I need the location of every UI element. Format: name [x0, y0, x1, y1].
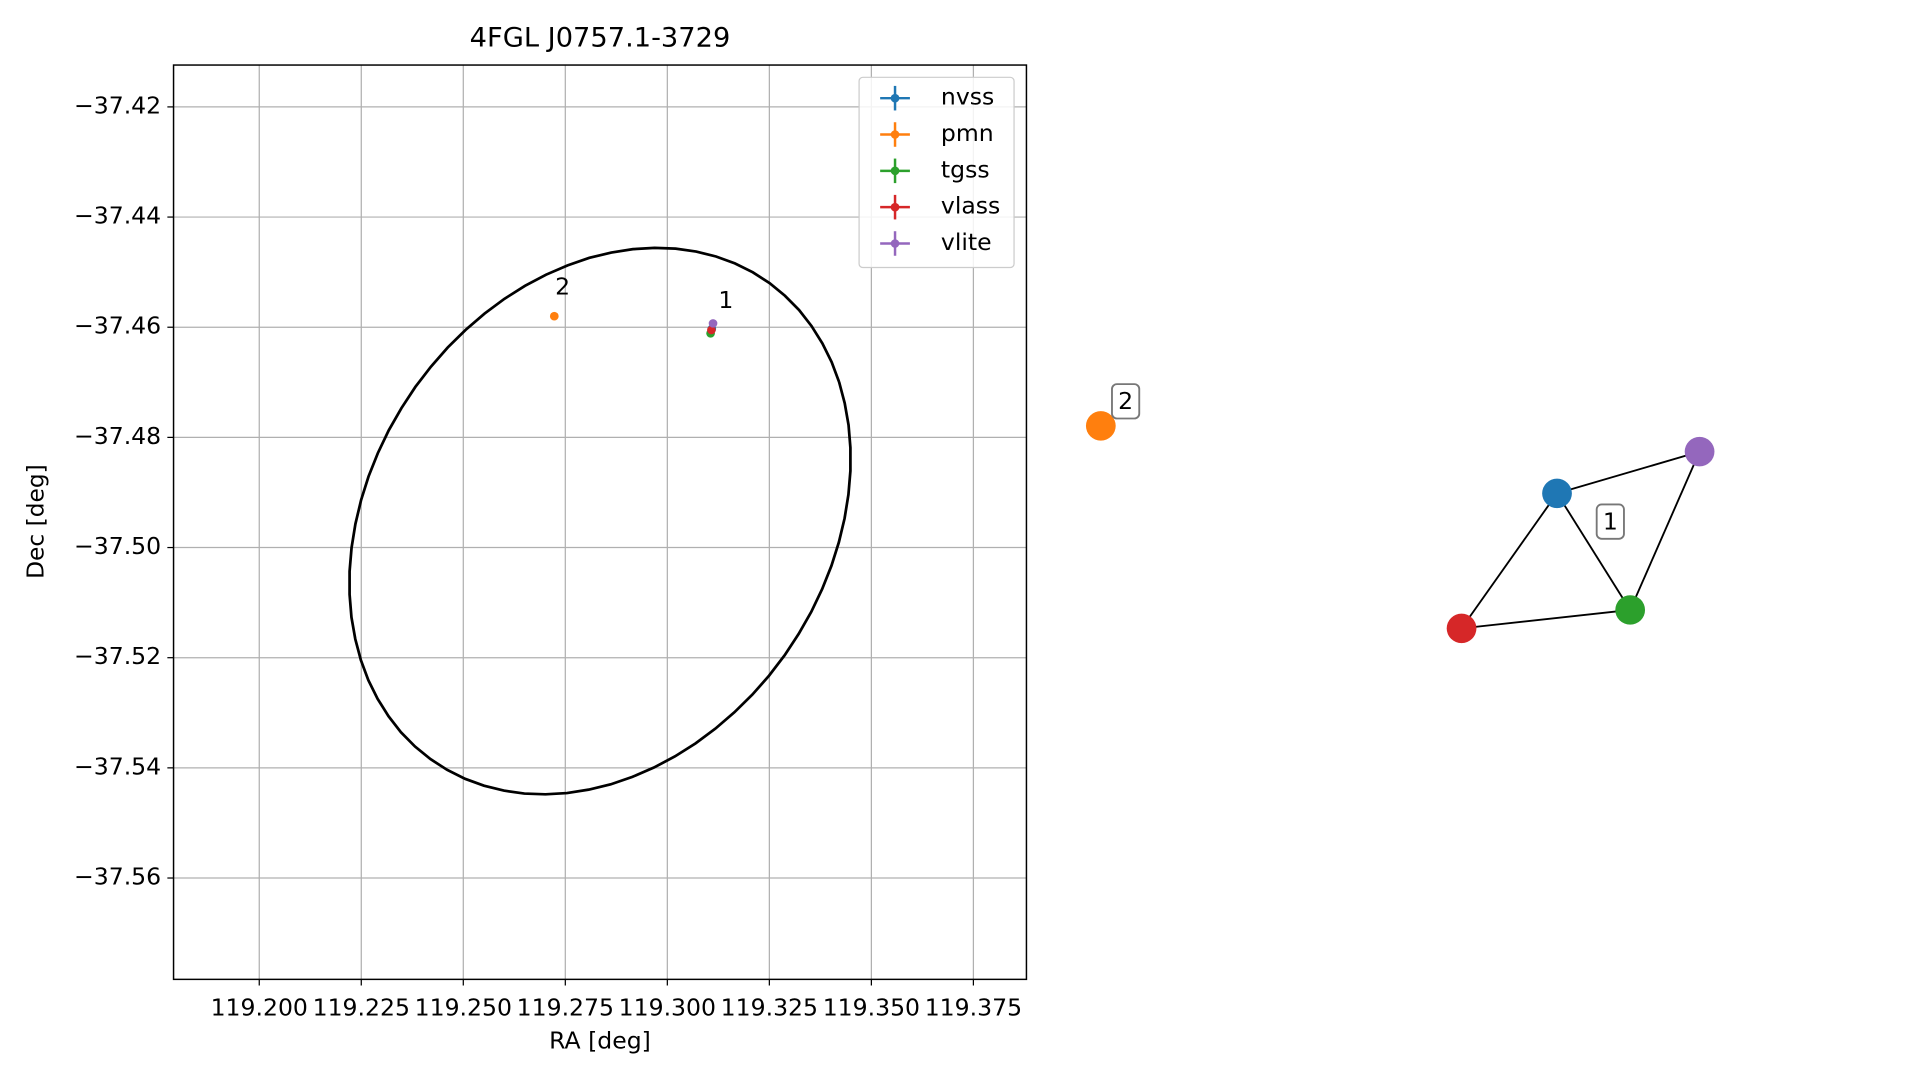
legend-marker	[890, 202, 900, 212]
x-axis-label: RA [deg]	[549, 1027, 651, 1055]
x-tick-label: 119.350	[823, 993, 920, 1021]
x-tick-label: 119.325	[721, 993, 818, 1021]
legend: nvss pmn tgss vlass vlite	[858, 76, 1015, 269]
legend-marker	[890, 166, 900, 176]
x-tick-label: 119.250	[415, 993, 512, 1021]
legend-label: vlass	[941, 192, 1000, 220]
y-tick-label: −37.56	[74, 863, 161, 891]
node	[1615, 595, 1646, 625]
node	[1085, 411, 1116, 441]
legend-label: nvss	[941, 83, 994, 111]
legend-marker	[890, 239, 900, 248]
y-tick-label: −37.50	[74, 532, 161, 560]
edge	[1629, 451, 1701, 611]
node	[1446, 613, 1477, 644]
legend-marker	[890, 93, 900, 103]
x-tick-label: 119.275	[517, 993, 614, 1021]
legend-label: vlite	[941, 228, 992, 256]
edge	[1556, 450, 1700, 495]
chart-title: 4FGL J0757.1-3729	[470, 23, 731, 54]
cluster-label: 2	[1118, 387, 1133, 415]
x-tick-label: 119.225	[313, 993, 410, 1021]
cluster-label-box	[1111, 383, 1141, 420]
x-tick-label: 119.375	[925, 993, 1022, 1021]
y-tick-label: −37.46	[74, 312, 161, 340]
y-tick-label: −37.42	[74, 91, 161, 119]
y-tick-label: −37.52	[74, 642, 161, 670]
edge	[1556, 492, 1631, 611]
y-tick-label: −37.44	[74, 202, 161, 230]
point	[707, 325, 716, 335]
edge	[1460, 492, 1558, 629]
cluster-label-box	[1595, 503, 1625, 540]
y-tick-label: −37.48	[74, 422, 161, 450]
legend-label: tgss	[941, 155, 990, 183]
y-tick-label: −37.54	[74, 752, 161, 780]
legend-marker	[890, 130, 900, 139]
annotation: 1	[718, 286, 733, 314]
x-tick-label: 119.300	[619, 993, 716, 1021]
point	[708, 319, 718, 328]
error-ellipse	[348, 246, 852, 796]
annotation: 2	[555, 273, 570, 301]
y-axis-label: Dec [deg]	[22, 464, 50, 579]
legend-label: pmn	[941, 119, 994, 147]
x-tick-label: 119.200	[211, 993, 308, 1021]
plot-frame	[172, 64, 1028, 981]
node	[1542, 478, 1572, 509]
legend-box	[858, 76, 1015, 269]
edge	[1461, 609, 1631, 630]
node	[1684, 436, 1715, 467]
point	[549, 311, 559, 321]
cluster-label: 1	[1603, 507, 1618, 535]
